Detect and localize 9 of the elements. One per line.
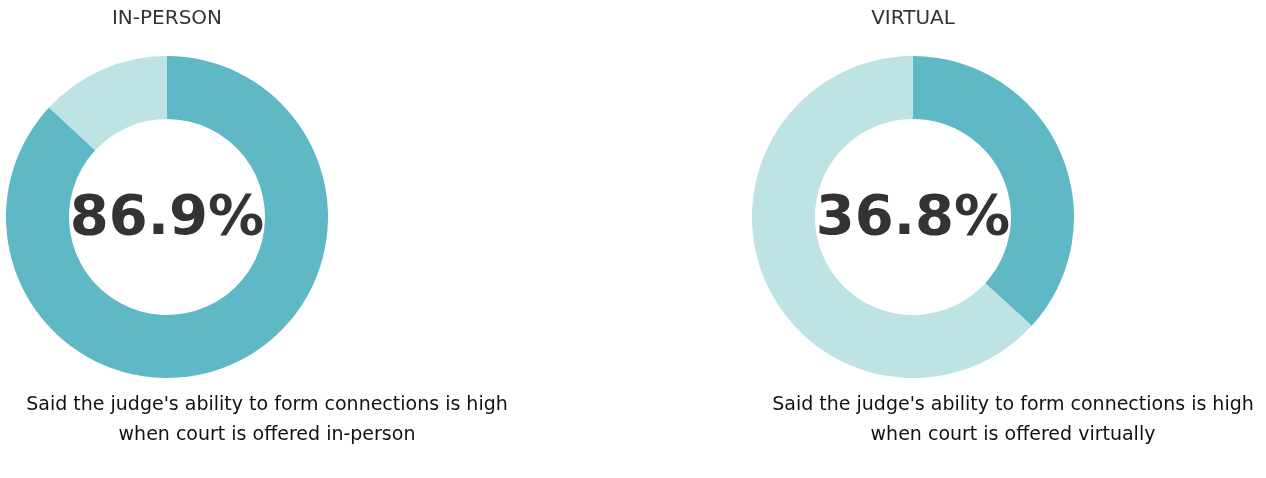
donut-slice: [752, 56, 1032, 378]
text: Said the judge's ability to form connections is high when court is offered in-person: [25, 391, 509, 446]
donut-slice: [48, 56, 167, 151]
chart-title: IN-PERSON: [111, 5, 223, 29]
data-label: 86.9%: [69, 182, 265, 247]
data-label: 36.8%: [815, 182, 1011, 247]
text: Said the judge's ability to form connections is high when court is offered virtually: [771, 391, 1255, 446]
donut-slice: [6, 56, 328, 378]
chart-title: VIRTUAL: [871, 5, 956, 29]
